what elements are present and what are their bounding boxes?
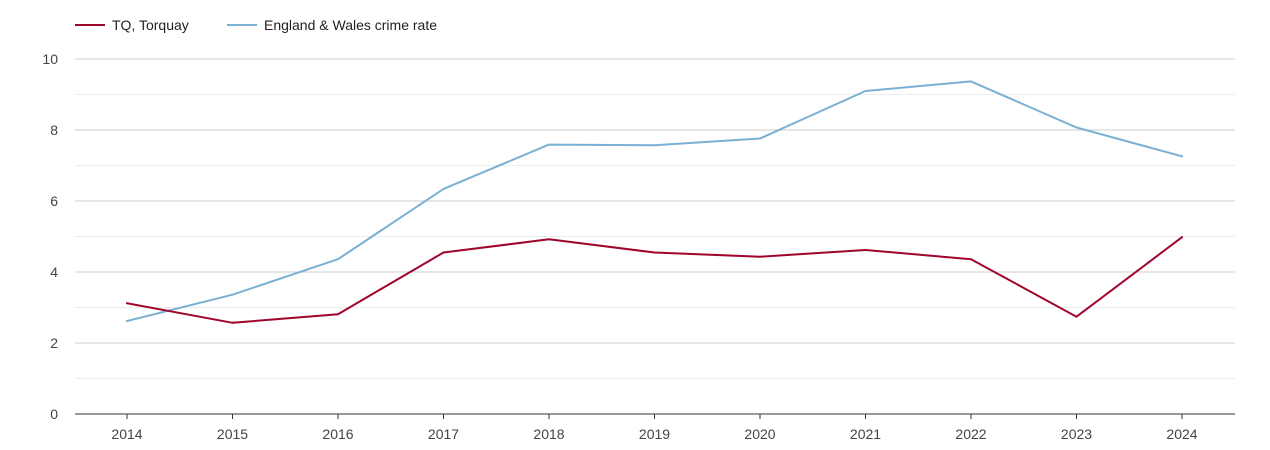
data-point <box>970 80 972 83</box>
data-point <box>548 238 550 241</box>
y-tick-label: 2 <box>50 335 58 351</box>
x-tick-label: 2018 <box>533 426 564 442</box>
x-axis: 2014 2015 2016 2017 2018 2019 2020 2021 2022 2023… <box>111 414 1198 442</box>
x-tick-label: 2022 <box>955 426 986 442</box>
x-tick-label: 2023 <box>1061 426 1092 442</box>
gridlines <box>75 58 1235 415</box>
y-axis: 0 2 4 6 8 10 <box>42 51 58 422</box>
x-tick-label: 2021 <box>850 426 881 442</box>
data-point <box>653 144 656 147</box>
data-point <box>548 143 550 146</box>
data-point <box>442 251 445 254</box>
data-point <box>1181 155 1183 158</box>
series-line-0 <box>126 236 1183 324</box>
data-point <box>442 187 445 190</box>
data-point <box>759 255 761 258</box>
x-tick-label: 2016 <box>322 426 353 442</box>
series-layer <box>126 80 1183 324</box>
x-tick-label: 2020 <box>744 426 775 442</box>
data-point <box>1075 126 1078 129</box>
x-tick-label: 2015 <box>217 426 248 442</box>
x-tick-label: 2014 <box>111 426 142 442</box>
legend-item-1[interactable]: England & Wales crime rate <box>227 17 437 33</box>
data-point <box>231 293 234 296</box>
x-tick-label: 2019 <box>639 426 670 442</box>
data-point <box>231 321 234 324</box>
data-point <box>1181 236 1183 239</box>
legend-label: England & Wales crime rate <box>264 17 437 33</box>
legend-item-0[interactable]: TQ, Torquay <box>75 17 189 33</box>
data-point <box>337 313 339 316</box>
data-point <box>970 258 972 261</box>
data-point <box>864 89 867 92</box>
y-tick-label: 8 <box>50 122 58 138</box>
x-tick-label: 2017 <box>428 426 459 442</box>
x-tick-label: 2024 <box>1166 426 1197 442</box>
data-point <box>126 302 128 305</box>
y-tick-label: 6 <box>50 193 58 209</box>
y-tick-label: 0 <box>50 406 58 422</box>
data-point <box>126 319 128 322</box>
data-point <box>337 258 339 261</box>
y-tick-label: 4 <box>50 264 58 280</box>
data-point <box>759 137 761 140</box>
y-tick-label: 10 <box>42 51 58 67</box>
legend: TQ, Torquay England & Wales crime rate <box>75 17 437 33</box>
data-point <box>653 251 656 254</box>
data-point <box>864 248 867 251</box>
data-point <box>1075 315 1078 318</box>
legend-label: TQ, Torquay <box>112 17 189 33</box>
